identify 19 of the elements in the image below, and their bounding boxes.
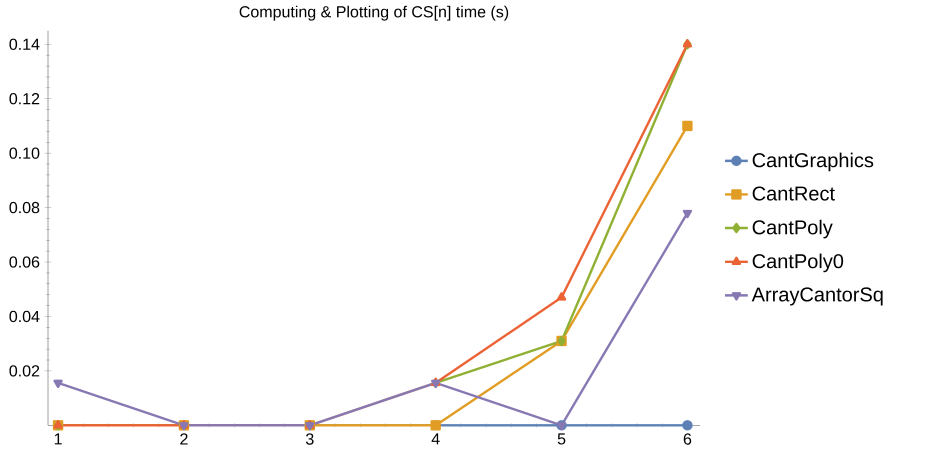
y-tick-label: 0.04	[9, 310, 40, 322]
y-tick-label: 0.12	[9, 92, 40, 104]
y-tick-label: 0.06	[9, 256, 40, 268]
legend-label: CantPoly0	[752, 253, 844, 272]
y-tick-label: 0.14	[9, 38, 40, 50]
x-tick-label: 1	[54, 433, 62, 444]
legend-label: CantGraphics	[752, 152, 874, 172]
legend-label: CantRect	[752, 186, 835, 200]
x-tick-label: 4	[432, 433, 440, 444]
y-tick-label: 0.10	[9, 147, 40, 159]
y-tick-label: 0.08	[9, 202, 40, 214]
chart-title: Computing & Plotting of CS[n] time (s)	[240, 6, 508, 20]
x-tick-label: 2	[180, 433, 188, 444]
x-tick-label: 3	[306, 433, 314, 445]
legend-label: ArrayCantorSq	[752, 287, 883, 306]
x-tick-label: 6	[684, 433, 692, 445]
legend-label: CantPoly	[752, 220, 833, 238]
y-tick-label: 0.02	[9, 365, 40, 376]
x-tick-label: 5	[558, 433, 566, 444]
